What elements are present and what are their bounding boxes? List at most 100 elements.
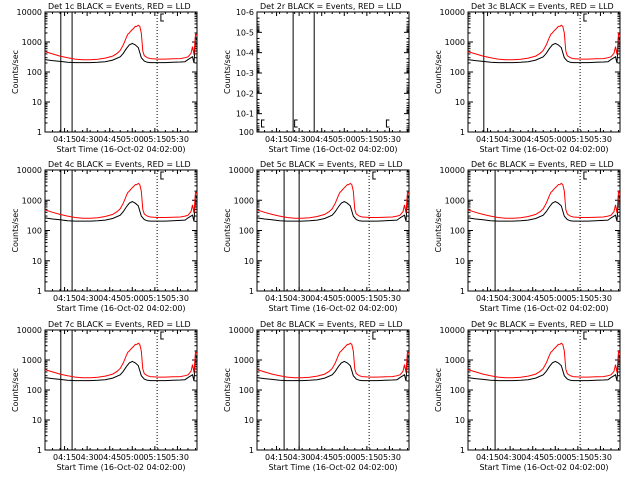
x-tick-label: 05:30	[378, 453, 401, 462]
y-axis-label: Counts/sec	[11, 368, 20, 412]
panel-9: 1 10 100 1000 10000 04:15 04:30 04:45 05:00 05:15…	[434, 320, 621, 472]
x-tick-label: 05:00	[333, 294, 356, 303]
series-line-events	[44, 354, 198, 382]
panel-title: Det 8c BLACK = Events, RED = LLD	[260, 320, 403, 329]
y-tick-label: 10	[32, 98, 42, 107]
x-tick-label: 04:45	[521, 453, 544, 462]
x-tick-label: 05:00	[333, 453, 356, 462]
y-axis-label: Counts/sec	[223, 368, 232, 412]
x-tick-label: 05:00	[544, 453, 567, 462]
x-tick-label: 04:15	[476, 135, 499, 144]
series-line-lld	[256, 182, 410, 219]
bracket-marker	[160, 331, 164, 340]
y-tick-label: 10-3	[236, 69, 254, 78]
y-tick-label: 10-1	[236, 110, 254, 119]
series-line-lld	[44, 182, 198, 219]
x-tick-label: 04:15	[53, 453, 76, 462]
x-tick-label: 05:00	[121, 135, 144, 144]
x-tick-label: 05:15	[143, 453, 166, 462]
y-tick-label: 100	[450, 386, 465, 395]
plot-frame	[44, 11, 198, 133]
y-tick-label: 1	[37, 446, 42, 455]
x-axis-label: Start Time (16-Oct-02 04:02:00)	[56, 463, 185, 472]
plot-frame	[256, 169, 410, 292]
y-tick-label: 10-5	[236, 28, 254, 37]
x-tick-label: 04:45	[521, 135, 544, 144]
y-tick-label: 1000	[234, 196, 254, 205]
bracket-marker	[294, 119, 298, 128]
y-tick-label: 100	[239, 128, 254, 137]
panel-title: Det 5c BLACK = Events, RED = LLD	[260, 160, 403, 169]
x-axis-label: Start Time (16-Oct-02 04:02:00)	[268, 304, 397, 313]
y-tick-label: 10000	[17, 8, 42, 17]
y-tick-label: 1	[460, 287, 465, 296]
y-tick-label: 1000	[22, 356, 42, 365]
bracket-marker	[583, 13, 587, 22]
series-line-events	[256, 194, 410, 222]
x-tick-label: 04:30	[76, 453, 99, 462]
y-tick-label: 10	[455, 98, 465, 107]
x-tick-label: 05:30	[378, 135, 401, 144]
bracket-marker	[385, 119, 390, 128]
panel-6: 1 10 100 1000 10000 04:15 04:30 04:45 05:00 05:15…	[434, 160, 621, 313]
y-tick-label: 10000	[17, 166, 42, 175]
y-axis-label: Counts/sec	[11, 50, 20, 94]
series-line-events	[44, 194, 198, 222]
x-axis-label: Start Time (16-Oct-02 04:02:00)	[268, 145, 397, 154]
panel-5: 1 10 100 1000 10000 04:15 04:30 04:45 05:00 05:15…	[223, 160, 410, 313]
x-tick-label: 05:30	[378, 294, 401, 303]
panel-title: Det 6c BLACK = Events, RED = LLD	[471, 160, 614, 169]
y-tick-label: 100	[239, 386, 254, 395]
x-tick-label: 05:15	[566, 294, 589, 303]
x-tick-label: 04:30	[499, 135, 522, 144]
x-tick-label: 04:30	[499, 294, 522, 303]
series-line-lld	[467, 342, 621, 379]
y-tick-label: 1	[37, 128, 42, 137]
bracket-marker	[160, 13, 164, 22]
panel-title: Det 9c BLACK = Events, RED = LLD	[471, 320, 614, 329]
panel-title: Det 3c BLACK = Events, RED = LLD	[471, 2, 614, 11]
y-tick-label: 1	[249, 287, 254, 296]
bracket-marker	[372, 171, 376, 180]
x-axis-label: Start Time (16-Oct-02 04:02:00)	[268, 463, 397, 472]
panel-2: 10-6 10-5 10-4 10-3 10-2 10-1 100 04:15 04:30 04:…	[223, 2, 410, 154]
y-tick-label: 100	[27, 386, 42, 395]
y-tick-label: 10000	[440, 166, 465, 175]
series-line-lld	[44, 24, 198, 61]
y-tick-label: 10	[455, 416, 465, 425]
x-axis-label: Start Time (16-Oct-02 04:02:00)	[479, 304, 608, 313]
x-tick-label: 05:30	[589, 135, 612, 144]
plot-frame	[467, 329, 621, 451]
y-tick-label: 10000	[440, 8, 465, 17]
y-axis-label: Counts/sec	[11, 208, 20, 252]
plot-frame	[467, 11, 621, 133]
x-axis-label: Start Time (16-Oct-02 04:02:00)	[56, 304, 185, 313]
bracket-marker	[261, 119, 265, 128]
x-tick-label: 05:15	[143, 294, 166, 303]
y-tick-label: 10	[244, 416, 254, 425]
x-tick-label: 05:30	[166, 453, 189, 462]
series-line-lld	[467, 24, 621, 61]
y-axis-label: Counts/sec	[434, 50, 443, 94]
x-tick-label: 04:30	[288, 294, 311, 303]
y-axis-label: Counts/sec	[223, 50, 232, 94]
series-line-events	[467, 194, 621, 222]
x-tick-label: 05:00	[544, 294, 567, 303]
x-tick-label: 05:15	[355, 294, 378, 303]
x-tick-label: 04:30	[288, 453, 311, 462]
x-tick-label: 05:15	[355, 453, 378, 462]
y-tick-label: 100	[450, 227, 465, 236]
x-tick-label: 04:30	[288, 135, 311, 144]
series-line-events	[44, 36, 198, 64]
y-tick-label: 100	[27, 227, 42, 236]
panel-title: Det 7c BLACK = Events, RED = LLD	[48, 320, 191, 329]
y-tick-label: 1000	[234, 356, 254, 365]
plot-frame	[256, 11, 410, 133]
y-tick-label: 10	[32, 257, 42, 266]
series-line-events	[256, 354, 410, 382]
x-tick-label: 04:45	[98, 453, 121, 462]
y-tick-label: 100	[239, 227, 254, 236]
x-tick-label: 05:00	[121, 294, 144, 303]
series-line-events	[467, 36, 621, 64]
